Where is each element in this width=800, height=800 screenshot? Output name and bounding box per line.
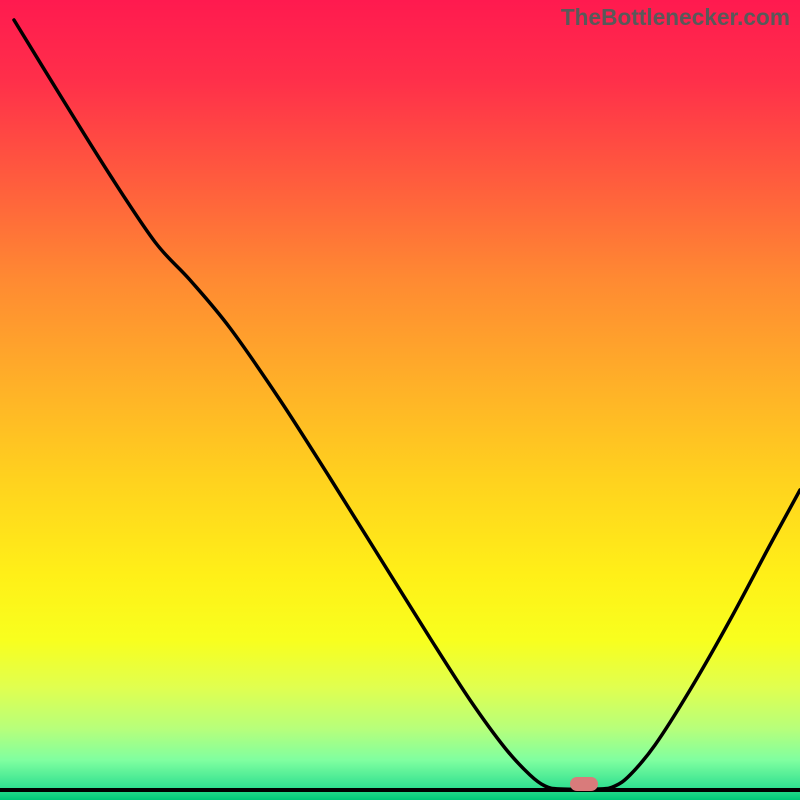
chart-container: TheBottlenecker.com (0, 0, 800, 800)
curve-layer (0, 0, 800, 800)
bottleneck-curve (14, 20, 800, 789)
optimal-marker (570, 777, 598, 791)
watermark-text: TheBottlenecker.com (561, 4, 790, 31)
